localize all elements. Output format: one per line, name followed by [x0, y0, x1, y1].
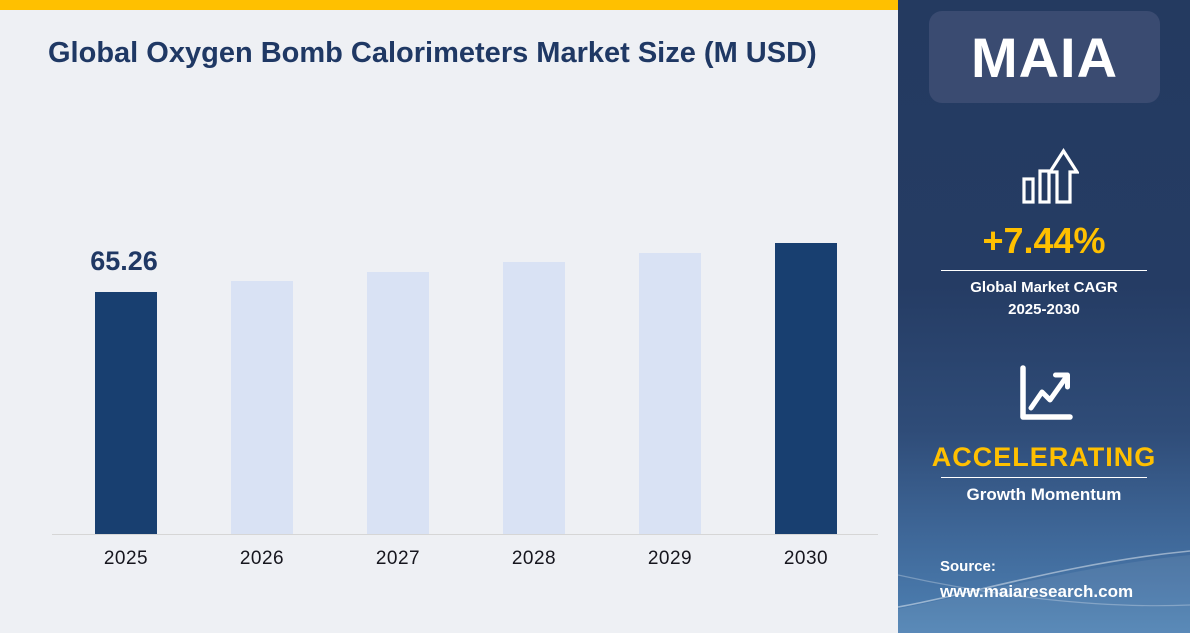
bar-chart: 2025 65.26 2026 2027 2028 2029 2030 — [52, 243, 878, 569]
data-label-2025: 65.26 — [90, 246, 158, 276]
top-accent-bar — [0, 0, 898, 10]
bar-2026 — [231, 281, 293, 534]
x-tick-2027: 2027 — [375, 548, 421, 569]
page-title: Global Oxygen Bomb Calorimeters Market S… — [48, 37, 817, 69]
cagr-label: Global Market CAGR 2025-2030 — [898, 277, 1190, 321]
divider — [941, 477, 1147, 478]
x-tick-2030: 2030 — [783, 548, 829, 569]
line-chart-arrow-icon — [1009, 361, 1079, 436]
x-tick-2025: 2025 — [103, 548, 149, 569]
x-tick-2029: 2029 — [647, 548, 693, 569]
source-block: Source: www.maiaresearch.com — [940, 555, 1133, 604]
brand-logo-text: MAIA — [970, 25, 1119, 89]
bar-chart-up-arrow-icon — [1009, 140, 1080, 215]
sidebar: MAIA +7.44% Global Market CAGR 2025-2030… — [898, 0, 1190, 633]
bar-2029 — [639, 253, 701, 534]
divider — [941, 270, 1147, 271]
momentum-status: ACCELERATING — [931, 442, 1157, 472]
x-tick-2028: 2028 — [511, 548, 557, 569]
cagr-label-line1: Global Market CAGR — [970, 279, 1118, 296]
x-axis-line — [52, 534, 878, 535]
source-label: Source: — [940, 558, 996, 575]
source-url: www.maiaresearch.com — [940, 582, 1134, 601]
cagr-label-line2: 2025-2030 — [1008, 301, 1080, 318]
bar-2025 — [95, 292, 157, 534]
momentum-label: Growth Momentum — [966, 485, 1122, 504]
bar-2030 — [775, 243, 837, 534]
bar-2027 — [367, 272, 429, 534]
x-tick-2026: 2026 — [239, 548, 285, 569]
bar-2028 — [503, 262, 565, 534]
cagr-value: +7.44% — [982, 220, 1106, 261]
brand-logo: MAIA — [929, 11, 1160, 103]
